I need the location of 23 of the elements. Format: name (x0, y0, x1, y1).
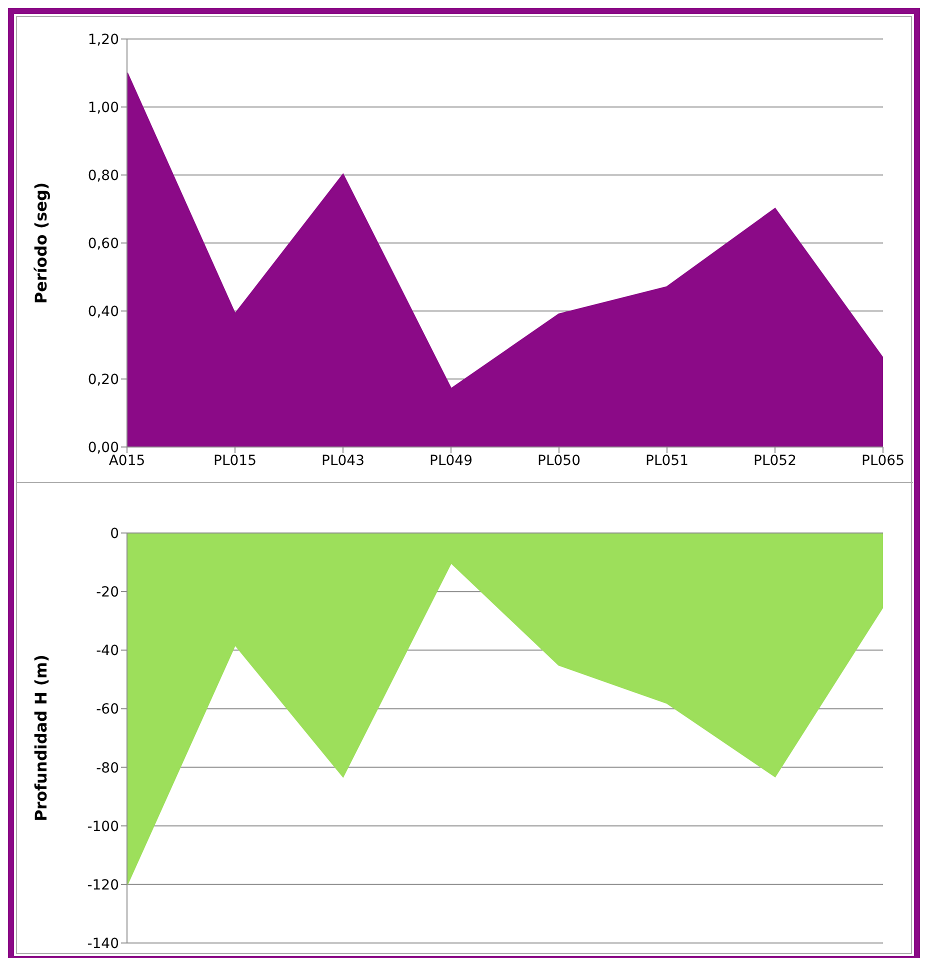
y-tick-label: -20 (96, 584, 119, 601)
y-tick-label: 1,20 (88, 32, 119, 48)
y-tick-label: -140 (87, 936, 119, 952)
y-axis-title: Profundidad H (m) (32, 654, 51, 822)
x-tick-label: PL049 (430, 452, 472, 469)
y-tick-label: -60 (96, 702, 119, 718)
y-tick-label: 0,80 (88, 168, 119, 184)
y-axis-title: Período (seg) (32, 182, 51, 304)
y-tick-label: 1,00 (88, 100, 119, 116)
x-tick-label: PL051 (646, 452, 688, 469)
y-tick-label: -100 (87, 818, 119, 835)
y-tick-label: 0,40 (88, 304, 119, 320)
y-tick-label: 0,20 (88, 372, 119, 388)
x-tick-label: PL043 (322, 452, 364, 469)
y-tick-label: 0,60 (88, 236, 119, 252)
x-tick-label: PL052 (754, 452, 796, 469)
y-tick-label: -120 (87, 877, 119, 894)
y-tick-label: -80 (96, 760, 119, 776)
x-tick-label: PL015 (214, 452, 256, 469)
y-tick-label: -40 (96, 643, 119, 660)
y-tick-label: 0 (110, 526, 119, 542)
x-tick-label: PL050 (538, 452, 580, 469)
x-tick-label: PL065 (862, 452, 904, 469)
